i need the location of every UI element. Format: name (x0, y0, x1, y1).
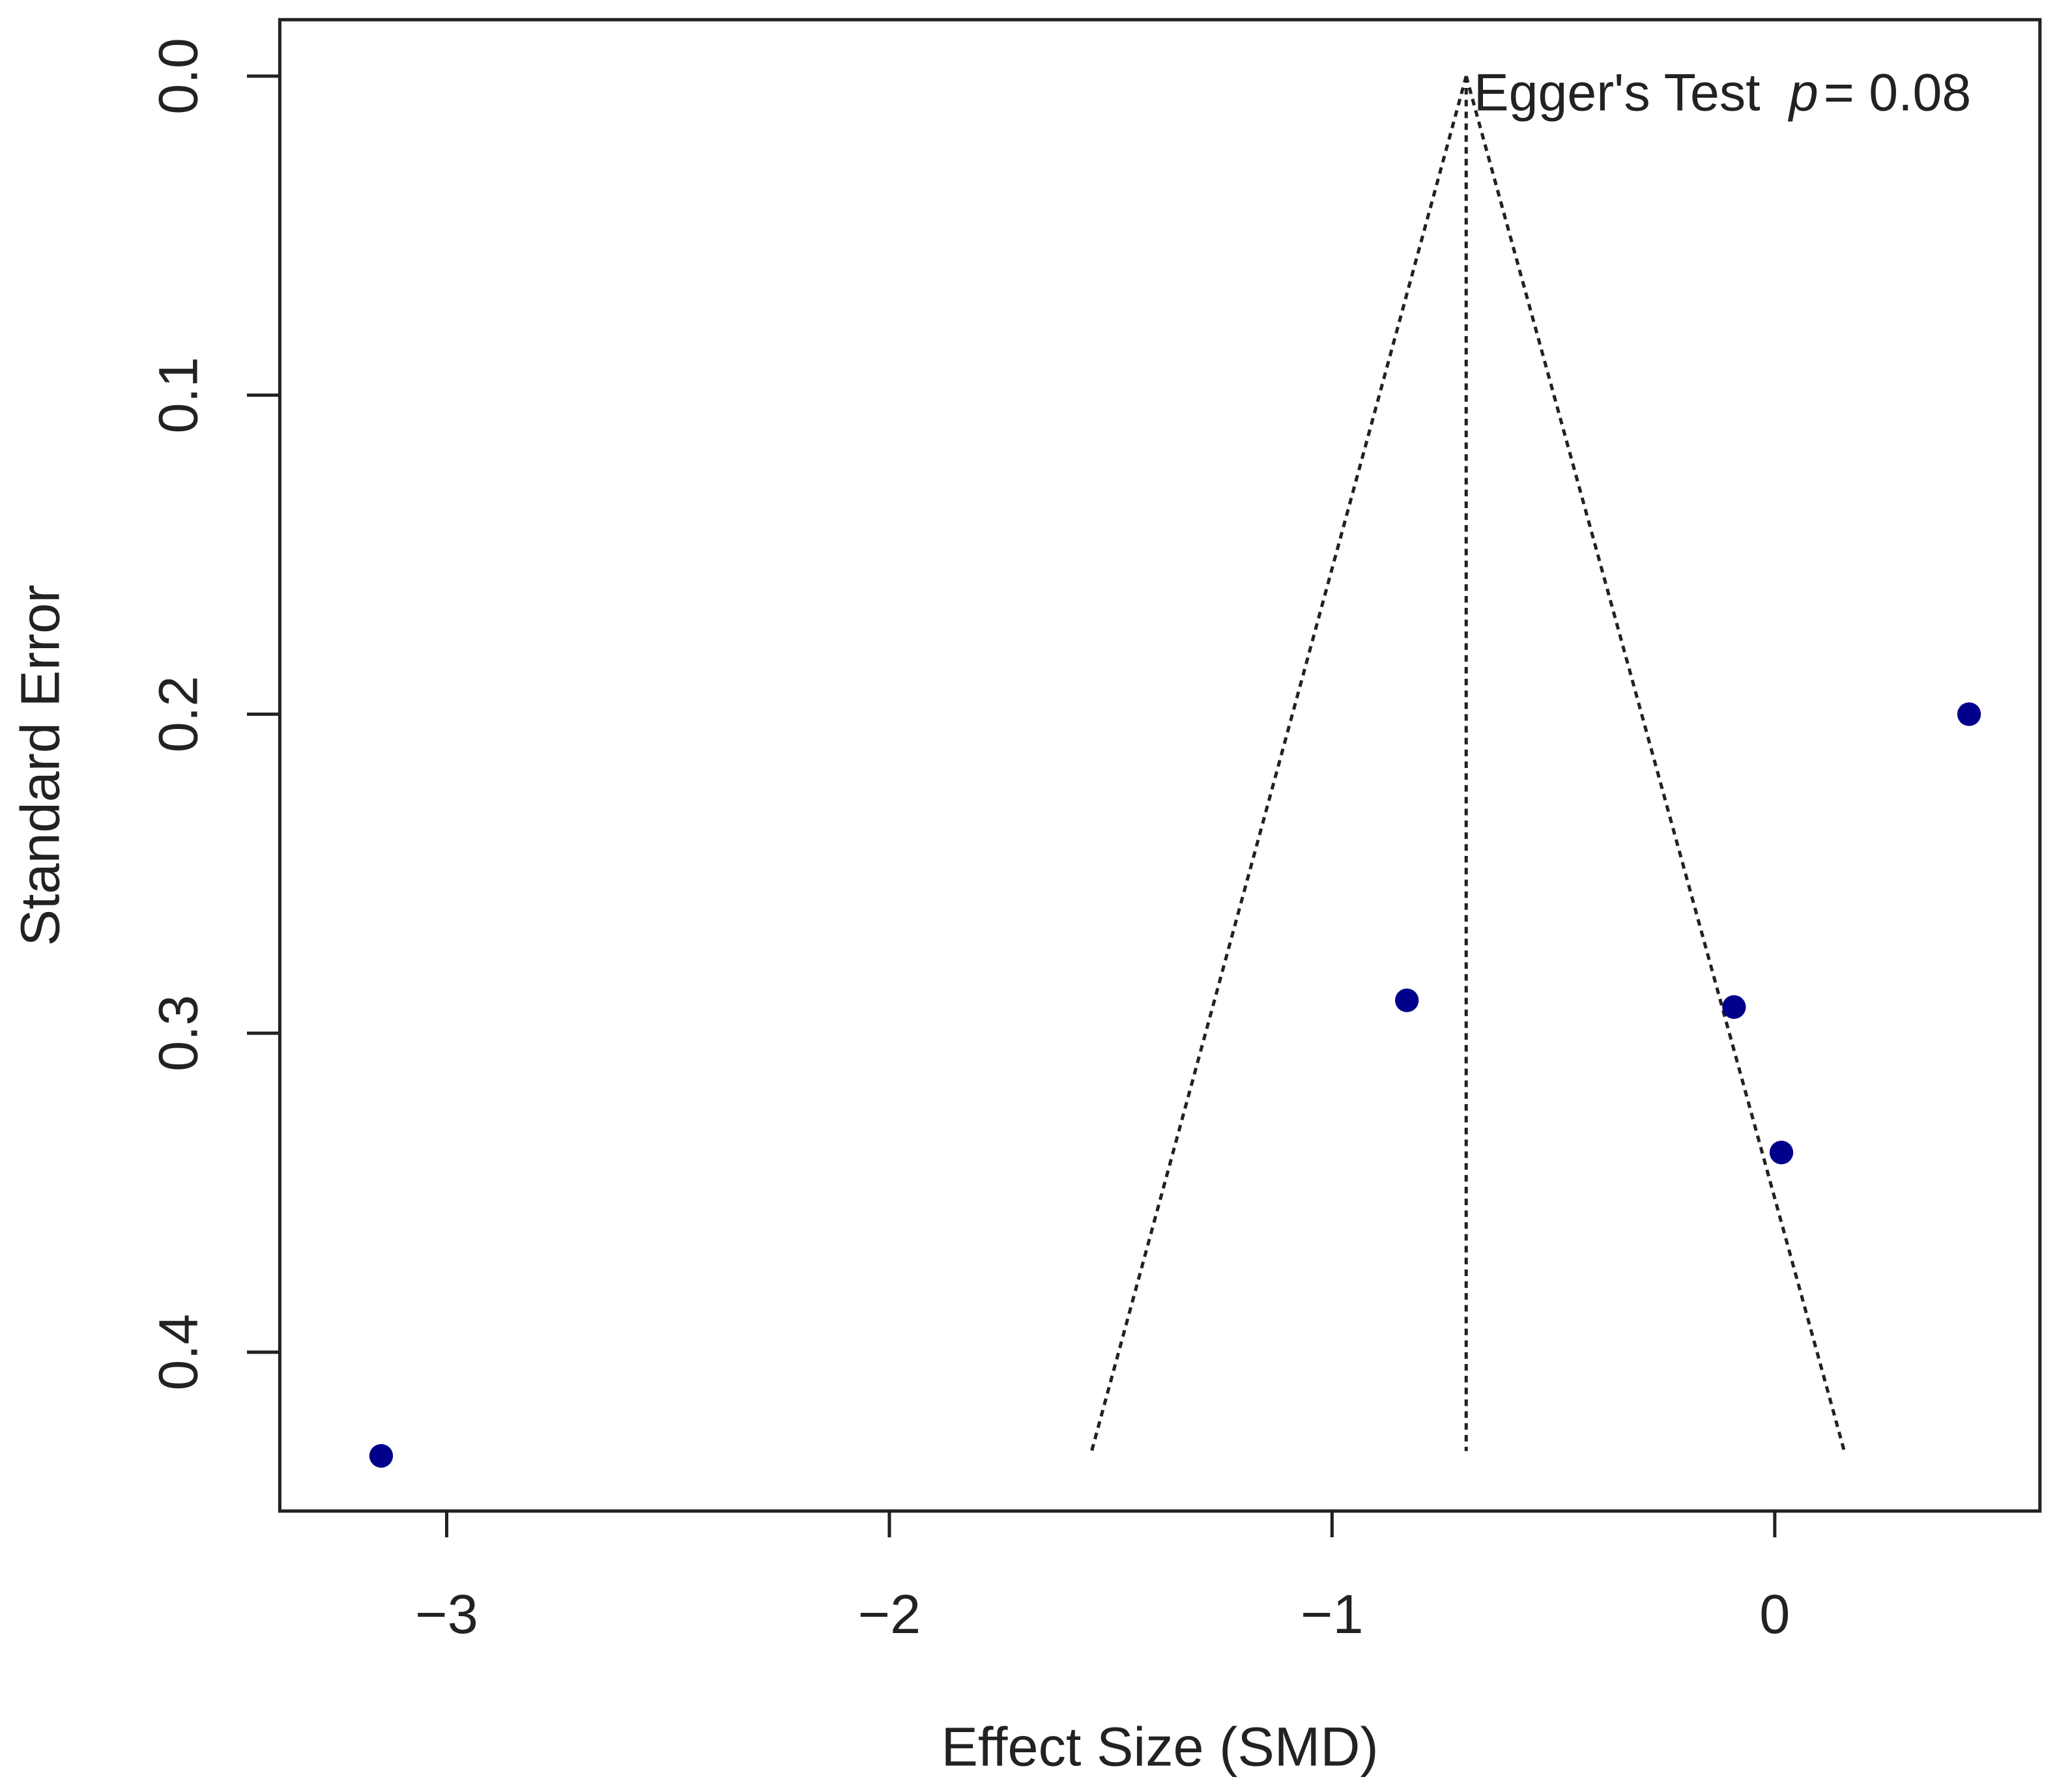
y-tick-label: 0.1 (147, 357, 209, 434)
annotation-p-value: = 0.08 (1824, 63, 1971, 122)
y-axis-label: Standard Error (9, 584, 71, 946)
x-tick-label: −3 (415, 1583, 478, 1645)
x-tick-label: 0 (1759, 1583, 1790, 1645)
y-tick-label: 0.3 (147, 995, 209, 1072)
funnel-right (1464, 76, 1846, 1452)
funnel-left (1090, 76, 1468, 1452)
x-tick-label: −1 (1301, 1583, 1364, 1645)
x-axis-label: Effect Size (SMD) (942, 1716, 1379, 1778)
annotation: Egger's Test p = 0.08 (1474, 63, 1971, 122)
y-tick-label: 0.2 (147, 676, 209, 753)
y-tick-label: 0.0 (147, 38, 209, 115)
study-point (1722, 995, 1746, 1019)
annotation-text: Egger's Test (1474, 63, 1761, 122)
study-point (1769, 1141, 1794, 1165)
study-point (1395, 988, 1419, 1012)
x-tick-label: −2 (858, 1583, 921, 1645)
y-tick-label: 0.4 (147, 1314, 209, 1391)
study-point (1957, 702, 1981, 726)
annotation-p: p (1788, 63, 1819, 122)
plot-frame (278, 18, 2042, 1513)
study-point (369, 1444, 394, 1468)
